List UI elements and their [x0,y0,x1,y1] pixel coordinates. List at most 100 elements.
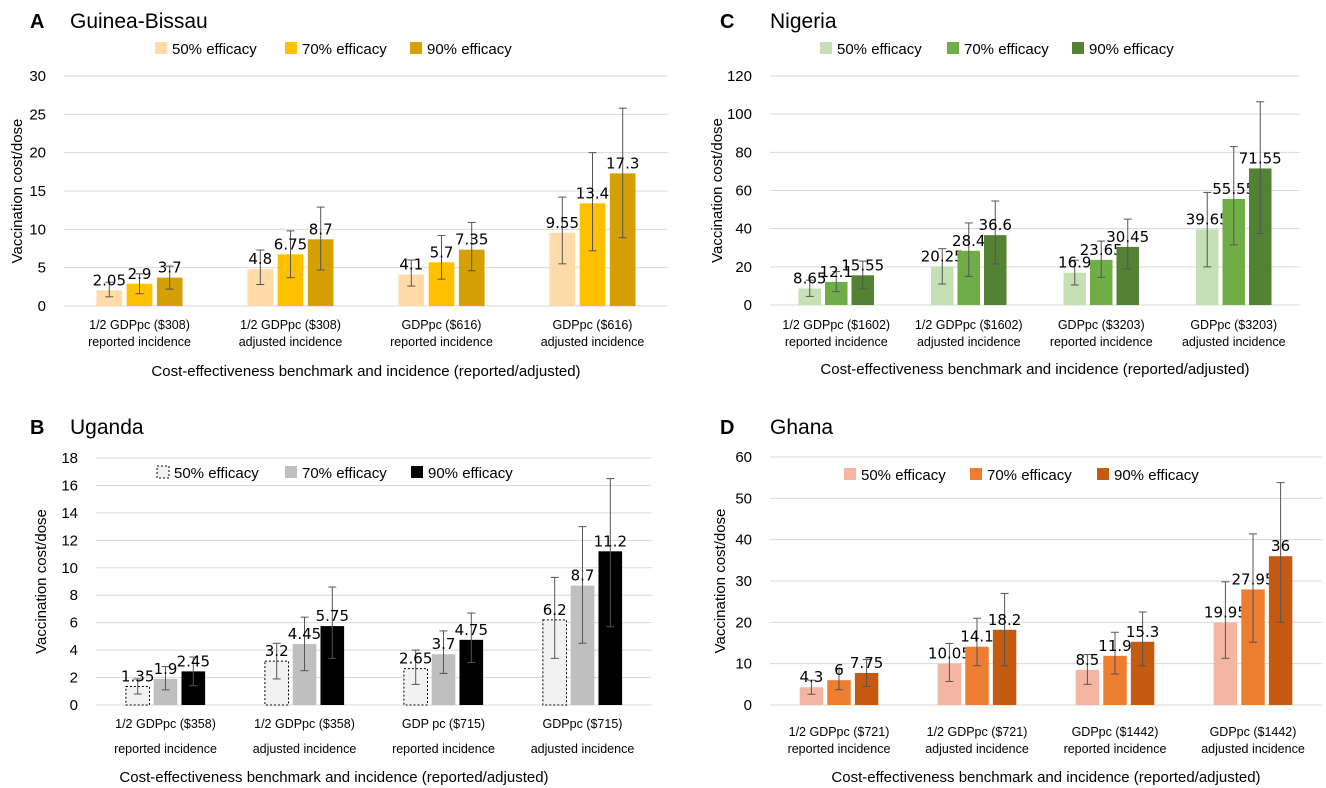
x-category-label: reported incidence [114,742,217,756]
y-axis-title: Vaccination cost/dose [9,119,26,264]
x-category-label: GDPpc ($3203) [1190,318,1277,332]
data-label: 6 [834,661,844,679]
legend-label: 50% efficacy [837,41,922,58]
y-tick-label: 25 [29,106,46,123]
legend-label: 70% efficacy [302,465,387,482]
data-label: 5.7 [430,243,454,261]
x-category-label: GDPpc ($3203) [1058,318,1145,332]
bar [1222,198,1246,305]
legend-label: 50% efficacy [172,41,257,58]
y-tick-label: 20 [735,259,752,276]
panel-title: Ghana [770,416,833,439]
x-category-label: GDPpc ($1442) [1210,725,1297,739]
legend-label: 50% efficacy [861,467,946,484]
bar [1089,259,1113,305]
data-label: 39.65 [1186,210,1229,228]
x-category-label: 1/2 GDPpc ($358) [254,717,355,731]
x-category-label: 1/2 GDPpc ($308) [240,318,341,332]
x-axis-title: Cost-effectiveness benchmark and inciden… [151,363,580,380]
data-label: 2.9 [128,265,152,283]
legend-label: 90% efficacy [427,41,512,58]
y-tick-label: 40 [735,221,752,238]
y-tick-label: 20 [29,145,46,162]
data-label: 36 [1271,537,1290,555]
data-label: 13.4 [576,184,609,202]
x-category-label: reported incidence [390,335,493,349]
y-tick-label: 30 [29,68,46,85]
bar [827,680,851,705]
x-category-label: adjusted incidence [1201,742,1305,756]
data-label: 15.55 [841,256,884,274]
bar [1130,641,1155,705]
data-label: 18.2 [988,611,1021,629]
x-category-label: 1/2 GDPpc ($358) [115,717,216,731]
data-label: 11.9 [1098,637,1131,655]
bar [598,551,623,705]
legend-swatch [156,465,170,479]
chart-panel-c: C Nigeria 0 20 40 60 80 100 120 Vaccination cost/… [709,10,1300,378]
data-label: 4.3 [799,668,823,686]
data-label: 71.55 [1239,149,1282,167]
data-label: 20.25 [921,247,964,265]
bar [1063,272,1087,305]
bar [851,275,875,305]
legend-label: 70% efficacy [987,467,1072,484]
data-label: 2.05 [93,271,126,289]
x-category-label: 1/2 GDPpc ($308) [89,318,190,332]
data-label: 4.8 [248,250,272,268]
x-category-label: reported incidence [392,742,495,756]
x-category-label: 1/2 GDPpc ($1602) [915,318,1023,332]
y-axis-title: Vaccination cost/dose [712,509,729,654]
bar [1241,589,1265,705]
y-tick-label: 10 [29,221,46,238]
legend-swatch [1097,468,1109,480]
y-tick-label: 80 [735,144,752,161]
data-label: 3.7 [158,259,182,277]
legend-swatch [285,466,297,478]
x-category-label: adjusted incidence [239,335,343,349]
data-label: 4.75 [455,621,488,639]
y-axis-title: Vaccination cost/dose [33,509,50,654]
legend-swatch [947,42,959,54]
legend-label: 90% efficacy [1089,41,1174,58]
x-category-label: reported incidence [785,335,888,349]
x-category-label: 1/2 GDPpc ($1602) [782,318,890,332]
y-tick-label: 120 [727,68,752,85]
x-axis-title: Cost-effectiveness benchmark and inciden… [831,769,1260,786]
x-category-label: adjusted incidence [253,742,357,756]
data-label: 11.2 [594,532,627,550]
y-tick-label: 60 [735,183,752,200]
y-tick-label: 5 [38,260,46,277]
y-tick-label: 6 [70,615,78,632]
bar [403,668,429,706]
data-label: 8.7 [309,220,333,238]
y-tick-label: 12 [61,532,78,549]
y-tick-label: 30 [735,573,752,590]
panel-letter: B [30,417,44,439]
x-category-label: adjusted incidence [917,335,1021,349]
data-label: 8.7 [571,567,595,585]
bar [799,687,824,705]
x-axis-title: Cost-effectiveness benchmark and inciden… [820,361,1249,378]
x-category-label: GDP pc ($715) [402,717,485,731]
data-label: 7.75 [850,654,883,672]
data-label: 5.75 [316,607,349,625]
data-label: 30.45 [1106,228,1149,246]
bar [125,685,151,706]
panel-title: Guinea-Bissau [70,10,208,33]
legend-label: 70% efficacy [964,41,1049,58]
data-label: 23.65 [1080,241,1123,259]
chart-panel-b: B Uganda 0 2 4 6 8 10 12 14 16 18 Vaccination cost/d… [30,416,652,786]
data-label: 8.5 [1075,651,1099,669]
x-category-label: GDPpc ($715) [543,717,623,731]
legend-swatch [844,468,856,480]
bar [1268,556,1293,705]
y-tick-label: 14 [61,505,78,522]
data-label: 7.35 [455,231,488,249]
legend-swatch [820,42,832,54]
data-label: 2.45 [177,652,210,670]
data-label: 6.75 [274,235,307,253]
bar [965,646,989,705]
data-label: 19.95 [1204,604,1247,622]
bar [983,235,1007,305]
